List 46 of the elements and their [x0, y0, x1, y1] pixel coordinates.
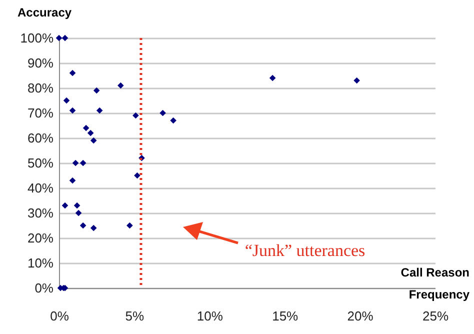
- point: [69, 107, 76, 114]
- point: [69, 177, 76, 184]
- x-tick-label: 10%: [196, 308, 224, 324]
- point: [269, 74, 276, 82]
- y-tick-label: 80%: [27, 80, 54, 96]
- y-tick-label: 20%: [27, 230, 54, 246]
- point: [118, 82, 124, 89]
- point: [170, 117, 176, 124]
- y-tick-label: 90%: [27, 56, 54, 70]
- point: [75, 210, 82, 216]
- point: [160, 110, 166, 116]
- point: [80, 222, 86, 229]
- y-tick-label: 70%: [27, 106, 54, 120]
- y-tick-label: 30%: [27, 206, 54, 220]
- annotation: “Junk” utterances: [244, 241, 366, 260]
- x-axis-title: Call Reason Frequency: [400, 266, 470, 302]
- y-tick-label: 10%: [27, 256, 54, 270]
- x-tick-label: 15%: [272, 308, 299, 324]
- point: [96, 107, 103, 114]
- y-tick-label: 60%: [27, 130, 54, 146]
- point: [90, 224, 97, 232]
- point: [62, 202, 68, 209]
- x-tick-label: 0%: [50, 308, 70, 324]
- point: [63, 97, 70, 104]
- point: [132, 112, 139, 119]
- y-tick-label: 0%: [34, 280, 54, 296]
- y-tick-label: 100%: [20, 30, 54, 46]
- point: [56, 34, 62, 42]
- x-tick-label: 5%: [125, 308, 145, 324]
- y-axis-title: Accuracy: [18, 6, 72, 20]
- x-tick-label: 20%: [347, 308, 374, 324]
- point: [90, 137, 97, 144]
- point: [93, 87, 100, 94]
- point: [87, 130, 94, 136]
- y-tick-label: 50%: [27, 156, 54, 170]
- point: [69, 70, 76, 76]
- point: [354, 77, 360, 84]
- point: [72, 160, 79, 166]
- point: [126, 222, 133, 229]
- point: [62, 34, 68, 42]
- point: [82, 124, 90, 132]
- x-tick-label: 25%: [422, 308, 449, 324]
- point: [74, 202, 80, 209]
- y-tick-label: 40%: [27, 180, 54, 196]
- point: [80, 160, 86, 166]
- point: [134, 172, 140, 179]
